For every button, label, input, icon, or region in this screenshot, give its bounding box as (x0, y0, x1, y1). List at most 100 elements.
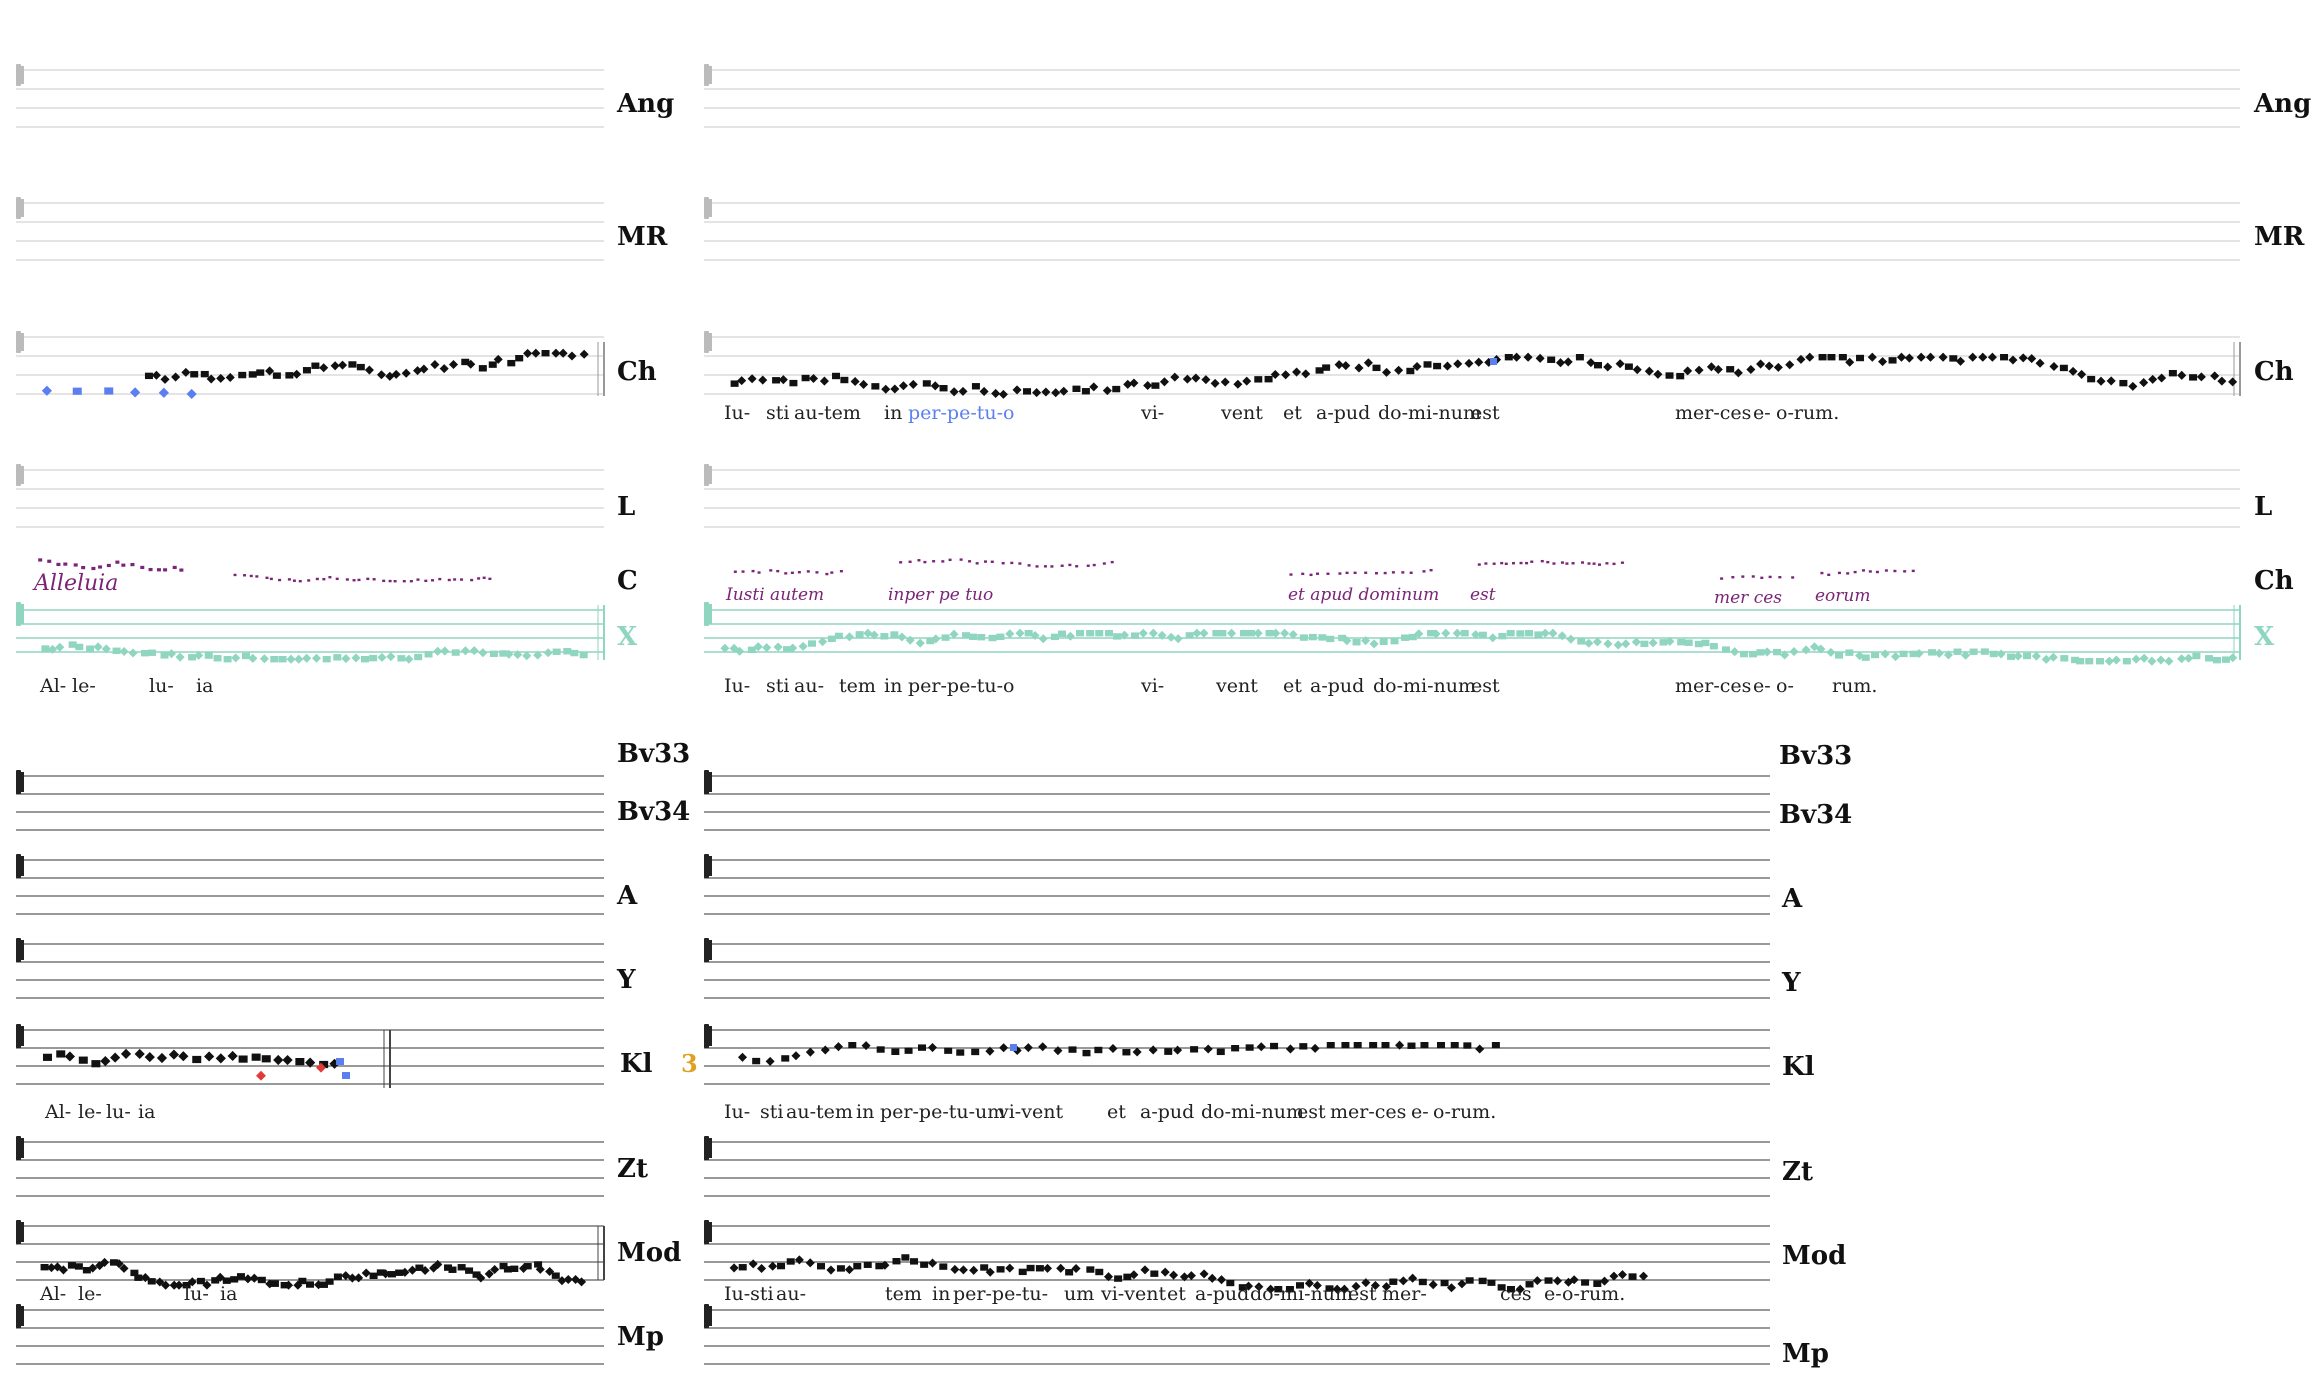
neume (1978, 352, 1988, 362)
neume-alt (783, 646, 792, 653)
neume-alt (1961, 650, 1971, 660)
neume (1478, 1277, 1487, 1285)
neume-alt (68, 641, 77, 648)
neume-alt (2031, 651, 2041, 661)
neume (419, 364, 429, 374)
neume (376, 1269, 385, 1276)
neume (1420, 1042, 1429, 1049)
neume (265, 366, 275, 376)
neume (1955, 356, 1966, 366)
neume (144, 372, 153, 380)
neume-mark (917, 559, 921, 562)
neume (238, 1055, 248, 1063)
neume (853, 1263, 862, 1270)
neume-alt (1308, 633, 1317, 641)
neume-alt (2071, 656, 2080, 664)
neume-alt (322, 656, 331, 663)
neume (147, 1278, 156, 1285)
neume (1216, 1048, 1225, 1056)
neume-mark (1326, 572, 1330, 575)
neume-mark (1086, 564, 1090, 567)
neume-alt (414, 653, 423, 661)
c-clef (16, 1220, 21, 1244)
neume (1436, 1042, 1445, 1049)
neume-mark (1391, 571, 1395, 574)
lyric-syllable: vi-vent (997, 1101, 1063, 1123)
neume-alt (988, 634, 997, 642)
neume-mark (1884, 569, 1888, 572)
neume (130, 1269, 139, 1277)
neume-mark (179, 568, 184, 572)
neume (1398, 1276, 1408, 1286)
neume (1203, 1044, 1213, 1054)
neume-mark (345, 578, 349, 581)
neumes-layer (38, 348, 2238, 1294)
neume (1475, 1044, 1485, 1054)
neume-alt (818, 637, 828, 647)
c-clef (704, 331, 709, 353)
neume-alt (1199, 628, 1209, 638)
neume (2210, 371, 2220, 381)
neume-highlighted (186, 388, 197, 400)
neume (1086, 1266, 1095, 1273)
neume (74, 1263, 83, 1270)
neume (805, 1047, 815, 1057)
neume-mark (1530, 560, 1534, 563)
neume (1151, 382, 1160, 389)
neume (472, 1271, 481, 1278)
neume-mark (233, 573, 237, 577)
neume-mark (130, 563, 135, 567)
neume (109, 1259, 118, 1266)
lyric-syllable: a-pud (1140, 1101, 1194, 1123)
neume-mark (447, 578, 451, 582)
neume (1785, 360, 1795, 370)
neume (956, 1049, 965, 1056)
neume-alt (1996, 649, 2006, 659)
neume-alt (1914, 648, 1924, 658)
neume-mark (806, 570, 810, 573)
c-clef (704, 197, 709, 219)
neume (996, 1266, 1005, 1273)
neume (969, 1265, 979, 1275)
neume (1653, 369, 1663, 379)
neume-alt (897, 632, 907, 642)
neume (805, 1258, 815, 1268)
lyric-syllable: sti (766, 402, 789, 424)
neume-alt (1584, 638, 1594, 648)
neume-alt (2147, 656, 2157, 666)
neume (1322, 364, 1331, 371)
c-clef (21, 604, 24, 624)
neume-alt (397, 655, 406, 662)
neume (1132, 1047, 1142, 1057)
neume (1312, 1280, 1322, 1291)
lyric-syllable: au-tem (786, 1101, 853, 1123)
neume (1199, 1269, 1209, 1279)
neume (1363, 358, 1373, 368)
neume (1407, 1042, 1416, 1049)
neume (850, 376, 860, 387)
neume (515, 355, 524, 362)
neume (1264, 375, 1273, 383)
neume-alt (1969, 648, 1978, 655)
neume-alt (1076, 630, 1085, 637)
neume-text: et apud dominum (1288, 585, 1439, 605)
neume (1035, 1265, 1044, 1272)
neume-alt (351, 653, 361, 663)
neume (448, 1266, 457, 1273)
neume-alt (1427, 630, 1436, 637)
neume-alt (1845, 649, 1854, 656)
neume-alt (1739, 650, 1748, 658)
neume (2228, 377, 2238, 387)
neume-mark (438, 577, 442, 581)
neume (333, 1273, 342, 1280)
neume-alt (543, 648, 553, 658)
lyric-syllable: le- (78, 1101, 102, 1123)
neume (939, 385, 948, 392)
neume (1226, 1279, 1235, 1287)
neume-alt (1119, 630, 1129, 640)
neume-mark (1853, 570, 1857, 574)
row-label-bv34-left: Bv34 (617, 797, 690, 827)
row-label-bv33-left: Bv33 (617, 739, 690, 769)
neume (2139, 378, 2149, 388)
neume (1216, 1275, 1227, 1285)
